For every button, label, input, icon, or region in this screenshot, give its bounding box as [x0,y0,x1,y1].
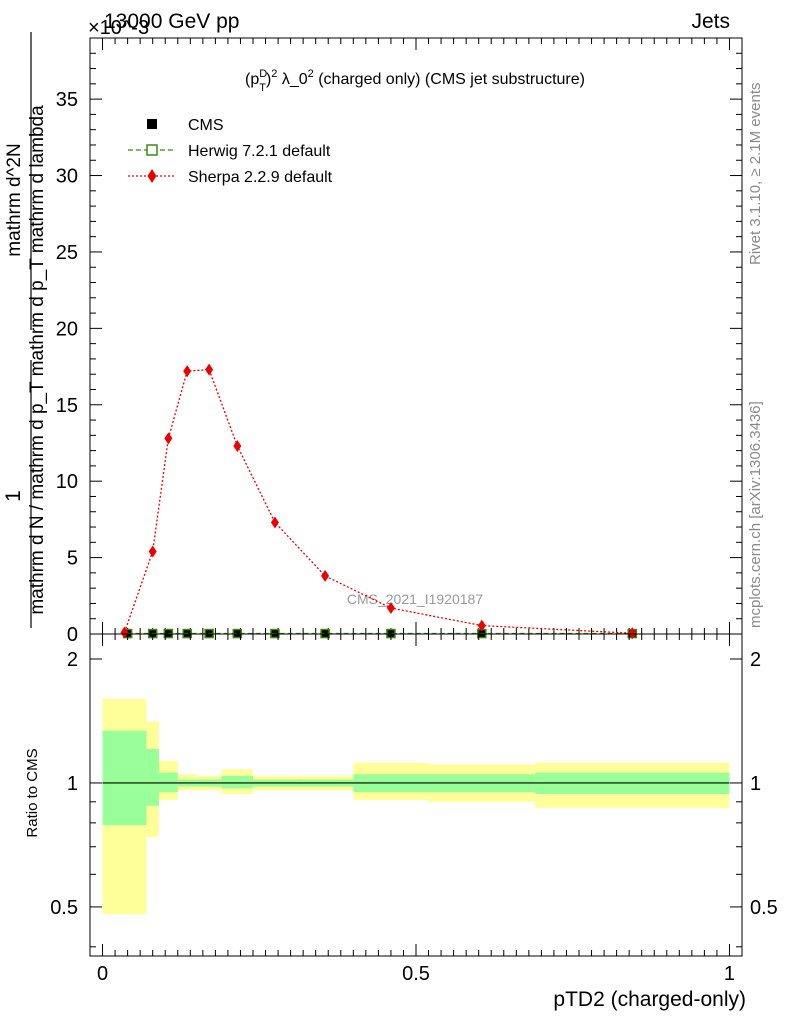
main-y-ticks: 0 5 10 15 20 25 30 35 [56,37,742,646]
main-y-label: 1 mathrm d N / mathrm d p_T mathrm d p_T… [2,32,48,628]
x-tick-label: 0.5 [402,963,430,985]
x-tick-label: 1 [724,963,735,985]
y-label-numerator-2: mathrm d^2N [4,143,25,256]
exponent-label: ×10^-3 [88,17,149,39]
legend-label-2: Sherpa 2.2.9 default [188,169,333,186]
main-panel: 0 5 10 15 20 25 30 35 (pD T)2 λ_02 (charged only… [2,32,743,646]
y-tick-label: 35 [56,89,78,111]
rivet-label: Rivet 3.1.10, ≥ 2.1M events [747,83,764,266]
ratio-y-tick-label-left: 0.5 [50,897,78,919]
legend-marker-cms [147,119,157,129]
ratio-y-tick-label-right: 1 [750,773,761,795]
data-point-sherpa [233,440,242,453]
ratio-y-tick-label-left: 2 [67,649,78,671]
ratio-x-ticks: 0 0.5 1 [97,634,735,985]
x-axis-label: pTD2 (charged-only) [553,988,746,1011]
legend: CMS Herwig 7.2.1 default Sherpa 2.2.9 defa… [128,117,333,186]
mcplots-label: mcplots.cern.ch [arXiv:1306.3436] [747,401,764,628]
ratio-y-tick-label-right: 2 [750,649,761,671]
legend-label-1: Herwig 7.2.1 default [188,143,331,160]
data-point-sherpa [270,516,279,529]
data-point-sherpa [148,545,157,558]
y-tick-label: 25 [56,242,78,264]
ratio-y-label: Ratio to CMS [24,748,41,837]
ratio-y-tick-label-right: 0.5 [750,897,778,919]
watermark: CMS_2021_I1920187 [347,591,483,607]
data-point-sherpa [321,569,330,582]
x-tick-label: 0 [97,963,108,985]
legend-marker-herwig [146,144,158,156]
legend-label-0: CMS [188,117,224,134]
ratio-band-green [102,730,147,826]
y-label-denominator: mathrm d N / mathrm d p_T mathrm d p_T m… [27,105,48,615]
data-point-sherpa [120,626,129,639]
data-point-sherpa [386,602,395,615]
y-tick-label: 10 [56,471,78,493]
y-tick-label: 5 [67,548,78,570]
data-point-sherpa [477,619,486,632]
ratio-panel: 0.5 0.51 12 2 0 0.5 1 Ratio to CMS pTD2 (char… [24,633,778,1011]
ratio-band-green [221,775,253,789]
ratio-band-green [146,748,159,806]
data-point-sherpa [183,365,192,378]
main-title: (pD T)2 λ_02 (charged only) (CMS jet subs… [245,68,585,94]
data-point-sherpa [628,627,637,640]
data-point-sherpa [205,363,214,376]
ratio-y-tick-label-left: 1 [67,773,78,795]
y-tick-label: 15 [56,395,78,417]
category-label: Jets [691,10,730,33]
y-tick-label: 0 [67,624,78,646]
ratio-band-green [158,772,178,793]
data-point-sherpa [164,432,173,445]
energy-label: 13000 GeV pp [104,10,239,33]
ratio-bands [102,698,730,915]
ratio-y-ticks: 0.5 0.5 1 1 2 2 [50,649,778,948]
y-label-numerator-1: 1 [2,490,25,502]
legend-marker-sherpa [147,169,157,183]
y-tick-label: 20 [56,318,78,340]
y-tick-label: 30 [56,166,78,188]
